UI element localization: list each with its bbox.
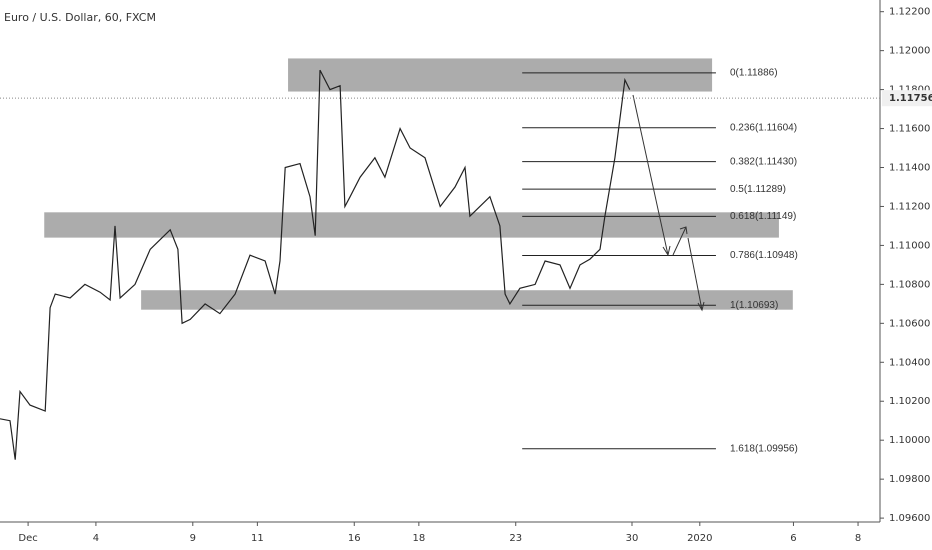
zone — [288, 58, 713, 92]
fib-label: 1.618(1.09956) — [730, 443, 798, 454]
y-tick-label: 1.11400 — [889, 163, 930, 174]
fib-label: 1(1.10693) — [730, 300, 778, 311]
arrow-head — [662, 245, 671, 257]
y-tick-label: 1.10200 — [889, 396, 930, 407]
x-tick-label: 8 — [855, 533, 861, 544]
x-tick-label: 23 — [509, 533, 522, 544]
y-tick-label: 1.11200 — [889, 201, 930, 212]
fib-label: 0.786(1.10948) — [730, 250, 798, 261]
zone — [141, 290, 793, 310]
x-tick-label: 2020 — [687, 533, 712, 544]
arrow — [632, 94, 669, 256]
fib-label: 0.618(1.11149) — [730, 211, 796, 222]
fib-label: 0.5(1.11289) — [730, 184, 786, 195]
fib-label: 0(1.11886) — [730, 67, 778, 78]
arrow-head — [697, 301, 705, 312]
x-tick-label: 9 — [190, 533, 196, 544]
y-tick-label: 1.11000 — [889, 240, 930, 251]
chart-title: Euro / U.S. Dollar, 60, FXCM — [4, 11, 156, 24]
arrow — [672, 226, 687, 256]
x-tick-label: Dec — [18, 533, 37, 544]
y-tick-label: 1.10800 — [889, 279, 930, 290]
x-tick-label: 11 — [251, 533, 264, 544]
arrow — [687, 237, 703, 311]
last-price-box — [882, 90, 932, 107]
x-tick-label: 18 — [412, 533, 425, 544]
x-tick-label: 16 — [348, 533, 361, 544]
x-tick-label: 4 — [93, 533, 99, 544]
arrow-head — [679, 226, 688, 235]
y-tick-label: 1.11800 — [889, 85, 930, 96]
fib-label: 0.236(1.11604) — [730, 122, 797, 133]
last-price-label: 1.11756 — [889, 93, 932, 104]
projection-arrows — [632, 94, 705, 312]
y-tick-label: 1.10600 — [889, 318, 930, 329]
x-tick-label: 6 — [790, 533, 796, 544]
x-tick-label: 30 — [626, 533, 639, 544]
y-tick-label: 1.11600 — [889, 124, 930, 135]
y-tick-label: 1.10000 — [889, 435, 930, 446]
y-tick-label: 1.09800 — [889, 474, 930, 485]
fib-label: 0.382(1.11430) — [730, 156, 797, 167]
price-line — [0, 69, 631, 460]
y-tick-label: 1.10400 — [889, 357, 930, 368]
y-tick-label: 1.12000 — [889, 46, 930, 57]
y-tick-label: 1.09600 — [889, 513, 930, 524]
y-tick-label: 1.12200 — [889, 7, 930, 18]
